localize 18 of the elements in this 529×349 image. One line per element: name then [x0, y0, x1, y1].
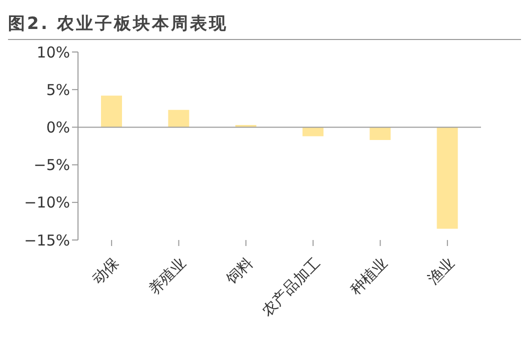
x-tick-label: 渔业 — [424, 254, 458, 288]
bar — [302, 127, 324, 136]
y-tick-label: −5% — [34, 156, 70, 174]
x-tick-label: 农产品加工 — [258, 254, 324, 320]
y-tick-label: 10% — [36, 43, 70, 62]
bar — [436, 127, 458, 229]
x-tick-label: 饲料 — [222, 254, 257, 289]
x-tick-label: 种植业 — [346, 254, 391, 299]
y-tick-label: −15% — [24, 231, 70, 250]
x-tick-label: 动保 — [88, 254, 122, 288]
chart-title: 图2. 农业子板块本周表现 — [8, 8, 521, 40]
y-tick-label: 5% — [46, 80, 70, 99]
bar — [101, 96, 122, 128]
bar — [168, 110, 190, 128]
bar — [370, 127, 391, 140]
x-tick-label: 养殖业 — [144, 254, 190, 299]
y-tick-label: 0% — [46, 118, 70, 137]
y-tick-label: −10% — [24, 194, 70, 212]
